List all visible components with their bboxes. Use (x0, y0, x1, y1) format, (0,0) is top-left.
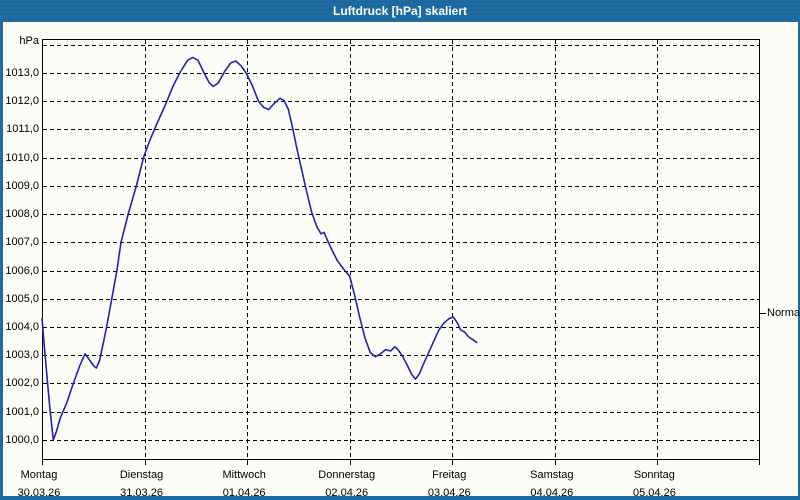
x-axis-day-label: Freitag (432, 469, 467, 481)
x-axis-day-label: Samstag (530, 469, 574, 481)
y-axis-tick-label: 1010,0 (5, 151, 39, 164)
normal-pressure-label: Normal (767, 306, 800, 319)
y-axis-tick-label: 1004,0 (5, 321, 39, 333)
x-axis-date-label: 03.04.26 (427, 487, 471, 499)
window-title: Luftdruck [hPa] skaliert (332, 4, 468, 18)
x-axis-date-label: 01.04.26 (222, 487, 266, 499)
x-axis-date-label: 02.04.26 (325, 487, 369, 499)
pressure-series-line (41, 56, 478, 441)
x-axis-date-label: 30.03.26 (17, 487, 61, 499)
y-axis-tick-label: 1003,0 (5, 349, 39, 362)
y-axis-tick-label: 1008,0 (5, 208, 39, 221)
x-axis-date-label: 04.04.26 (530, 487, 574, 499)
pressure-line-chart (41, 39, 766, 465)
plot-border (42, 39, 760, 460)
y-axis-tick-label: 1000,0 (5, 433, 39, 446)
y-axis-tick-label: 1011,0 (6, 123, 39, 136)
x-axis-day-label: Montag (20, 469, 58, 481)
y-axis-tick-label: 1013,0 (5, 66, 39, 79)
y-axis-tick-label: 1007,0 (5, 236, 39, 249)
x-axis-day-label: Donnerstag (318, 469, 376, 481)
y-axis-tick-label: 1006,0 (5, 264, 39, 277)
y-axis-tick-label: 1001,0 (5, 405, 39, 418)
x-axis-day-label: Dienstag (119, 469, 164, 481)
y-axis-tick-label: 1012,0 (5, 95, 39, 108)
y-axis-unit-label: hPa (19, 35, 39, 47)
y-axis-tick-label: 1009,0 (5, 179, 39, 192)
x-axis-day-label: Sonntag (633, 469, 675, 481)
x-axis-day-label: Mittwoch (222, 469, 266, 481)
y-axis-tick-label: 1002,0 (5, 377, 39, 390)
y-axis-tick-label: 1005,0 (5, 292, 39, 305)
title-bar[interactable]: Luftdruck [hPa] skaliert (0, 0, 800, 22)
x-axis-date-label: 31.03.26 (120, 487, 163, 499)
x-axis-date-label: 05.04.26 (633, 487, 676, 499)
chart-area: hPa Normal 1013,0 1012,0 1011,0 1010,0 1009,… (3, 22, 800, 499)
